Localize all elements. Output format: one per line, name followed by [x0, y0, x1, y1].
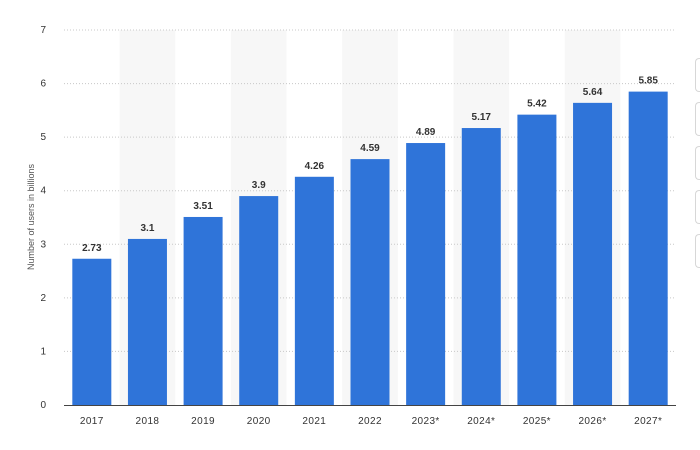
x-tick-label: 2024* — [467, 416, 495, 427]
y-tick-label: 4 — [40, 186, 46, 197]
y-axis-label: Number of users in billions — [26, 163, 36, 270]
bar-2024[interactable] — [461, 128, 501, 406]
y-tick-label: 1 — [40, 346, 46, 357]
y-tick-label: 6 — [40, 79, 46, 90]
x-tick-label: 2027* — [634, 416, 662, 427]
bar-2025[interactable] — [517, 114, 557, 406]
data-label: 3.1 — [141, 223, 155, 234]
x-tick-label: 2020 — [247, 416, 271, 427]
x-tick-label: 2017 — [80, 416, 104, 427]
side-tab-3[interactable] — [695, 146, 700, 180]
y-tick-label: 0 — [40, 400, 46, 411]
y-tick-label: 2 — [40, 293, 46, 304]
data-label: 4.89 — [416, 127, 436, 138]
bar-2020[interactable] — [239, 196, 279, 405]
bar-2017[interactable] — [72, 258, 112, 405]
data-label: 5.85 — [638, 76, 658, 87]
data-label: 2.73 — [82, 243, 102, 254]
bar-2021[interactable] — [294, 176, 334, 405]
x-tick-label: 2018 — [136, 416, 160, 427]
x-tick-label: 2022 — [358, 416, 382, 427]
bar-2023[interactable] — [406, 143, 446, 406]
x-axis-ticks: 2017 2018 2019 2020 2021 2022 2023* 2024* 2025* 2… — [80, 416, 662, 427]
data-label: 4.26 — [305, 161, 325, 172]
data-label: 3.9 — [252, 180, 266, 191]
bar-2018[interactable] — [127, 238, 167, 405]
x-tick-label: 2023* — [412, 416, 440, 427]
bar-2019[interactable] — [183, 216, 223, 405]
x-tick-label: 2025* — [523, 416, 551, 427]
data-label: 5.64 — [583, 87, 603, 98]
x-tick-label: 2019 — [191, 416, 215, 427]
data-labels: 2.73 3.1 3.51 3.9 4.26 4.59 4.89 5.17 5.42 5.64 5.… — [82, 76, 658, 254]
data-label: 4.59 — [360, 143, 380, 154]
x-tick-label: 2021 — [302, 416, 326, 427]
y-tick-label: 5 — [40, 132, 46, 143]
data-label: 5.42 — [527, 99, 547, 110]
side-tab-4[interactable] — [695, 190, 700, 224]
bars — [72, 91, 668, 406]
x-tick-label: 2026* — [578, 416, 606, 427]
y-tick-label: 3 — [40, 239, 46, 250]
y-tick-label: 7 — [40, 25, 46, 36]
bar-2022[interactable] — [350, 159, 390, 405]
side-tab-1[interactable] — [695, 58, 700, 92]
side-tab-5[interactable] — [695, 234, 700, 268]
data-label: 3.51 — [193, 201, 213, 212]
data-label: 5.17 — [472, 112, 492, 123]
y-axis-ticks: 0 1 2 3 4 5 6 7 — [40, 25, 46, 411]
bar-2027[interactable] — [628, 91, 668, 405]
bar-2026[interactable] — [573, 102, 613, 405]
side-tab-2[interactable] — [695, 102, 700, 136]
